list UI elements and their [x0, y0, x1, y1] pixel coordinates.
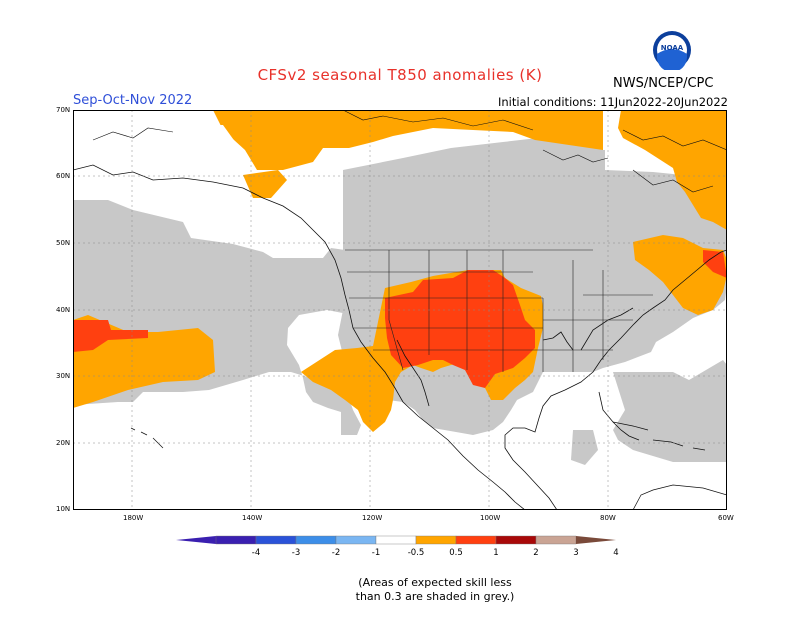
map-title: CFSv2 seasonal T850 anomalies (K) — [257, 66, 543, 84]
caribbean-islands — [612, 421, 727, 510]
arctic-outlines — [92, 110, 727, 193]
svg-text:NOAA: NOAA — [661, 44, 684, 52]
lat-label-40n: 40N — [56, 306, 71, 314]
skill-note-line-2: than 0.3 are shaded in grey.) — [355, 590, 515, 603]
colorbar-swatch — [335, 535, 377, 545]
colorbar-swatch — [455, 535, 497, 545]
lon-label-180w: 180W — [123, 514, 144, 522]
colorbar-tick-label: 2 — [533, 548, 538, 558]
lon-label-60w: 60W — [718, 514, 734, 522]
skill-note: (Areas of expected skill less than 0.3 a… — [0, 576, 800, 604]
lat-gridlines — [73, 175, 727, 444]
lat-label-20n: 20N — [56, 439, 71, 447]
colorbar-swatch — [255, 535, 297, 545]
colorbar-tick-label: 0.5 — [449, 548, 463, 558]
lon-gridlines — [131, 110, 609, 510]
colorbar-tick-label: -1 — [372, 548, 380, 558]
lon-label-140w: 140W — [242, 514, 263, 522]
colorbar-swatch — [495, 535, 537, 545]
anomaly-map — [73, 110, 727, 510]
initial-conditions-label: Initial conditions: 11Jun2022-20Jun2022 — [497, 95, 728, 109]
noaa-logo: NOAA — [653, 31, 691, 70]
colorbar-swatch — [415, 535, 457, 545]
colorbar-arrow-low — [176, 536, 216, 544]
colorbar-swatch — [295, 535, 337, 545]
hawaii-islands — [130, 427, 164, 449]
colorbar-tick-label: -4 — [252, 548, 260, 558]
season-label: Sep-Oct-Nov 2022 — [73, 93, 193, 108]
map-frame — [73, 110, 727, 510]
neutral-holes — [73, 125, 618, 195]
colorbar-arrow-high — [576, 536, 616, 544]
lat-label-30n: 30N — [56, 372, 71, 380]
agency-label: NWS/NCEP/CPC — [613, 76, 714, 91]
lat-label-60n: 60N — [56, 172, 71, 180]
state-boundaries — [345, 249, 653, 372]
skill-note-line-1: (Areas of expected skill less — [358, 576, 512, 589]
anomaly-colorbar: -4 -3 -2 -1 -0.5 0.5 1 2 3 4 — [176, 535, 619, 558]
colorbar-tick-label: 4 — [613, 548, 618, 558]
colorbar-tick-label: 3 — [573, 548, 578, 558]
colorbar-tick-label: -0.5 — [408, 548, 425, 558]
lat-label-10n: 10N — [56, 505, 71, 513]
colorbar-tick-label: -2 — [332, 548, 340, 558]
colorbar-swatch — [215, 535, 257, 545]
lon-label-120w: 120W — [362, 514, 383, 522]
colorbar-tick-label: 1 — [493, 548, 498, 558]
colorbar-tick-label: -3 — [292, 548, 300, 558]
colorbar-swatch — [375, 535, 417, 545]
warm-anomaly-1-to-2 — [73, 250, 727, 388]
lat-label-70n: 70N — [56, 106, 71, 114]
lon-label-80w: 80W — [600, 514, 616, 522]
lon-label-100w: 100W — [480, 514, 501, 522]
lat-label-50n: 50N — [56, 239, 71, 247]
colorbar-swatch — [535, 535, 577, 545]
